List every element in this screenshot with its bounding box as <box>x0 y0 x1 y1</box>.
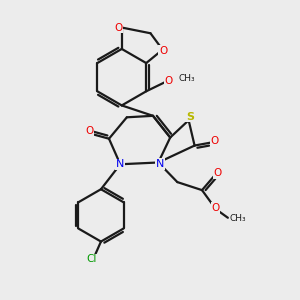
Text: O: O <box>214 168 222 178</box>
Text: CH₃: CH₃ <box>230 214 246 224</box>
Text: O: O <box>210 136 219 146</box>
Text: S: S <box>186 112 194 122</box>
Text: Cl: Cl <box>87 254 97 264</box>
Text: O: O <box>85 126 93 136</box>
Text: N: N <box>156 159 164 169</box>
Text: CH₃: CH₃ <box>179 74 196 83</box>
Text: O: O <box>159 46 167 56</box>
Text: O: O <box>211 203 220 213</box>
Text: O: O <box>114 22 122 32</box>
Text: N: N <box>116 159 124 169</box>
Text: O: O <box>165 76 173 86</box>
